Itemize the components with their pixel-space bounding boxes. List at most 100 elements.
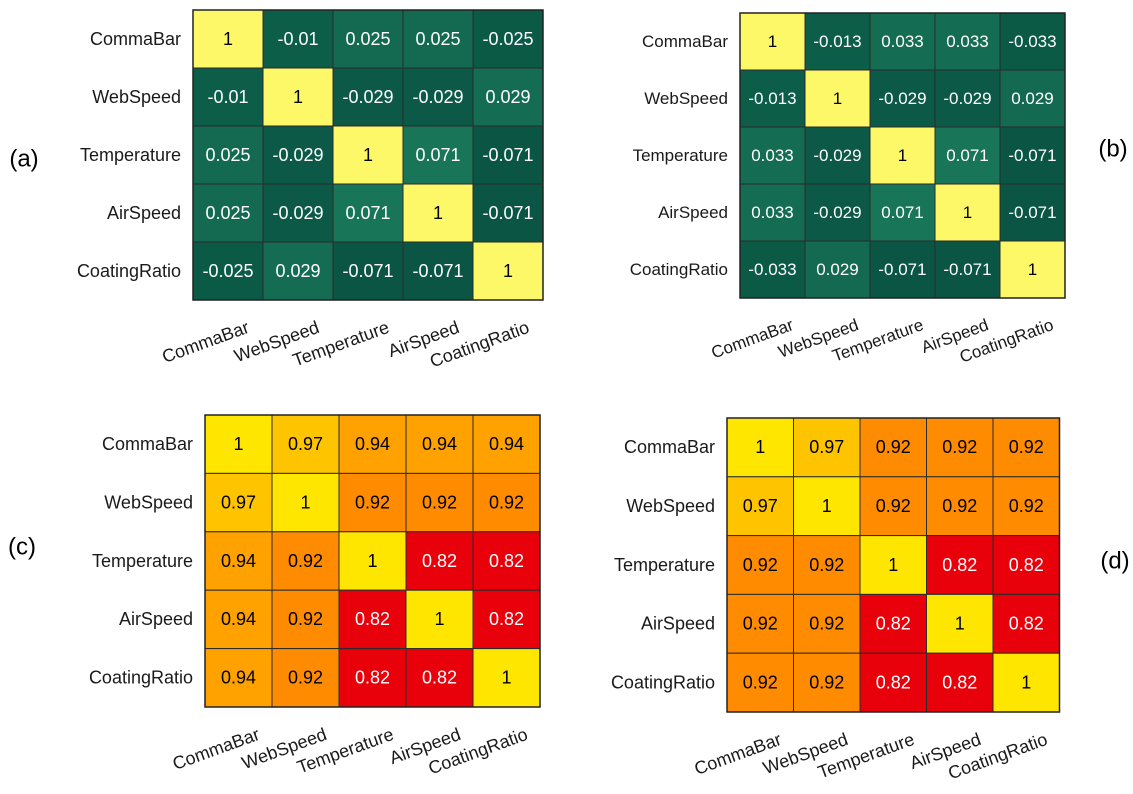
cell-value-label: 0.92 (876, 496, 911, 516)
cell-value-label: 1 (363, 145, 373, 165)
cell-value-label: 1 (888, 555, 898, 575)
heatmap-border (726, 417, 1061, 713)
row-tick-label: Temperature (92, 551, 193, 571)
cell-value-label: -0.029 (943, 89, 991, 108)
heatmap-cell (739, 126, 806, 185)
heatmap-cell (869, 12, 936, 71)
cell-value-label: 0.92 (489, 492, 524, 512)
cell-value-label: 0.025 (345, 29, 390, 49)
cell-value-label: -0.029 (342, 87, 393, 107)
cell-value-label: 0.82 (489, 551, 524, 571)
row-tick-label: CoatingRatio (630, 260, 728, 279)
heatmap-cell (204, 589, 273, 650)
cell-value-label: 1 (1021, 672, 1031, 692)
cell-value-label: 0.97 (221, 492, 256, 512)
heatmap-border (192, 9, 544, 301)
heatmap-cell (472, 241, 544, 301)
cell-value-label: 1 (433, 203, 443, 223)
row-tick-label: CoatingRatio (611, 672, 715, 692)
heatmap-cell (726, 417, 794, 478)
cell-value-label: -0.01 (277, 29, 318, 49)
cell-value-label: 0.071 (946, 146, 989, 165)
cell-value-label: 1 (300, 492, 310, 512)
cell-value-label: 0.071 (345, 203, 390, 223)
cell-value-label: -0.071 (342, 261, 393, 281)
heatmap-cell (405, 531, 474, 591)
row-tick-label: AirSpeed (641, 614, 715, 634)
cell-value-label: -0.029 (412, 87, 463, 107)
cell-value-label: -0.01 (207, 87, 248, 107)
row-tick-label: Temperature (80, 145, 181, 165)
heatmap-cell (192, 241, 264, 301)
heatmap-panel-3: (d) 1 0.97 0.92 0.92 0.92 0.97 1 0.92 0.92 0.92 0.9… (611, 417, 1130, 783)
heatmap-cell (726, 535, 794, 595)
row-tick-label: WebSpeed (104, 492, 193, 512)
heatmap-cell (804, 126, 871, 185)
cell-value-label: 0.97 (288, 434, 323, 454)
cell-value-label: 0.92 (743, 672, 778, 692)
cell-value-label: -0.029 (813, 203, 861, 222)
cell-value-label: 0.94 (422, 434, 457, 454)
cell-value-label: 0.92 (942, 437, 977, 457)
cell-value-label: -0.071 (482, 145, 533, 165)
row-tick-label: AirSpeed (107, 203, 181, 223)
cell-value-label: 0.82 (942, 672, 977, 692)
cell-value-label: 0.82 (876, 672, 911, 692)
heatmap-cell (992, 652, 1060, 713)
heatmap-cell (472, 472, 541, 533)
cell-value-label: 1 (293, 87, 303, 107)
row-tick-label: CommaBar (642, 32, 728, 51)
cell-value-label: -0.029 (813, 146, 861, 165)
heatmap-cell (859, 652, 927, 713)
row-tick-label: CommaBar (102, 434, 193, 454)
cell-value-label: 0.92 (422, 492, 457, 512)
heatmap-cell (472, 648, 541, 708)
cell-value-label: 0.97 (809, 437, 844, 457)
cell-value-label: -0.029 (878, 89, 926, 108)
heatmap-cell (934, 126, 1001, 185)
cell-value-label: 0.82 (422, 551, 457, 571)
cell-value-label: 1 (233, 434, 243, 454)
heatmap-cell (405, 589, 474, 650)
heatmap-panel-2: (c) 1 0.97 0.94 0.94 0.94 0.97 1 0.92 0.92 0.92 0.9… (8, 414, 541, 778)
cell-value-label: 0.92 (1009, 496, 1044, 516)
cell-value-label: 0.82 (489, 609, 524, 629)
cell-value-label: -0.071 (412, 261, 463, 281)
cell-value-label: 0.94 (489, 434, 524, 454)
cell-value-label: -0.071 (482, 203, 533, 223)
heatmap-cell (192, 9, 264, 69)
cell-value-label: 0.029 (816, 260, 859, 279)
heatmap-cell (472, 67, 544, 127)
cell-value-label: 0.92 (288, 668, 323, 688)
cell-value-label: 0.92 (743, 555, 778, 575)
cell-value-label: 1 (434, 609, 444, 629)
row-tick-label: Temperature (614, 555, 715, 575)
heatmap-cell (999, 183, 1066, 242)
heatmap-panel-1: (b)1 -0.013 0.033 0.033 -0.033-0.013 1 -0.029-… (630, 12, 1128, 367)
row-tick-label: CoatingRatio (77, 261, 181, 281)
heatmap-cell (726, 652, 794, 713)
cell-value-label: 0.029 (485, 87, 530, 107)
cell-value-label: 1 (963, 203, 972, 222)
heatmap-cell (204, 472, 273, 533)
cell-value-label: 1 (768, 32, 777, 51)
cell-value-label: -0.071 (943, 260, 991, 279)
cell-value-label: -0.033 (748, 260, 796, 279)
cell-value-label: 0.025 (205, 203, 250, 223)
cell-value-label: 0.82 (422, 668, 457, 688)
cell-value-label: 0.82 (355, 668, 390, 688)
cell-value-label: 1 (755, 437, 765, 457)
cell-value-label: 0.92 (809, 672, 844, 692)
panel-label: (a) (9, 145, 38, 172)
heatmap-cell (472, 531, 541, 591)
cell-value-label: 0.025 (415, 29, 460, 49)
cell-value-label: 0.82 (355, 609, 390, 629)
heatmap-cell (934, 183, 1001, 242)
cell-value-label: -0.071 (1008, 146, 1056, 165)
cell-value-label: -0.013 (748, 89, 796, 108)
heatmap-cell (859, 535, 927, 595)
cell-value-label: 0.92 (288, 551, 323, 571)
cell-value-label: 0.82 (942, 555, 977, 575)
heatmap-cell (338, 648, 407, 708)
